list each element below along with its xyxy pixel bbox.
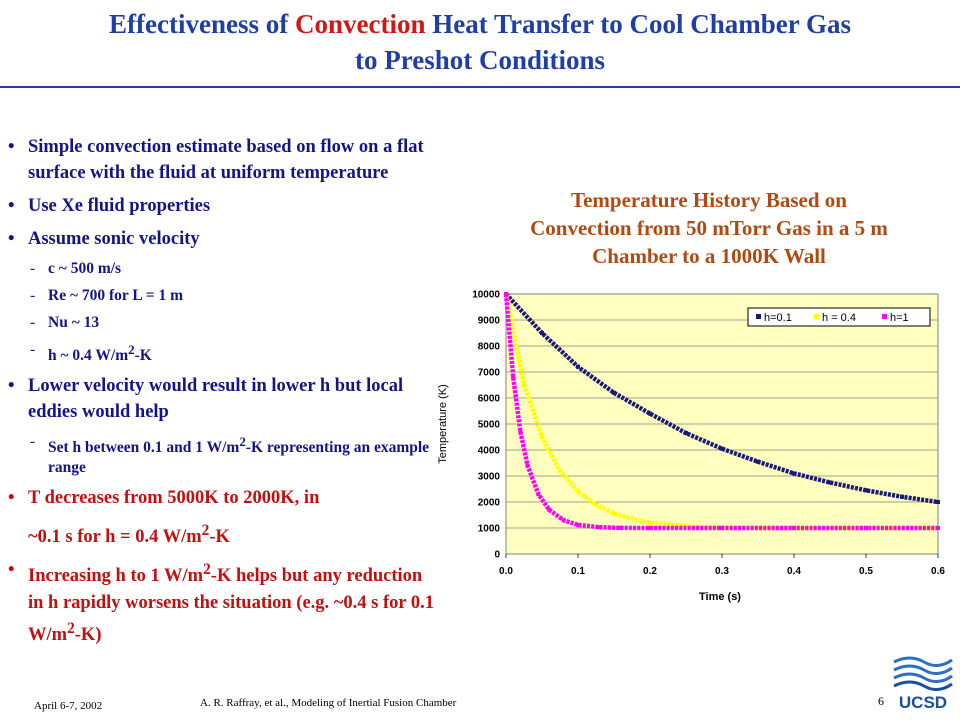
data-point xyxy=(540,331,544,335)
bullet-mark: • xyxy=(8,196,15,216)
data-point xyxy=(576,364,580,369)
data-point xyxy=(547,507,552,512)
x-tick-label: 0.3 xyxy=(715,566,729,577)
x-tick-label: 0.6 xyxy=(931,566,945,577)
bullet-mark: • xyxy=(8,488,15,509)
legend-marker xyxy=(814,314,819,319)
sub-bullet-item: -h ~ 0.4 W/m2-K xyxy=(30,341,152,365)
data-point xyxy=(684,431,688,436)
y-tick-label: 1000 xyxy=(478,524,501,535)
chart-title: Temperature History Based on Convection … xyxy=(530,188,888,268)
data-point xyxy=(536,492,541,497)
data-point xyxy=(612,390,616,395)
x-tick-label: 0.0 xyxy=(499,566,513,577)
data-point xyxy=(828,480,832,485)
data-point xyxy=(648,411,652,416)
bullet-item-continuation: ~0.1 s for h = 0.4 W/m2-K xyxy=(28,522,230,548)
data-point xyxy=(597,525,602,530)
data-point xyxy=(561,518,566,523)
x-axis-label: Time (s) xyxy=(699,591,741,603)
data-point xyxy=(936,500,940,504)
data-point xyxy=(594,502,598,507)
data-point xyxy=(525,463,530,468)
footer-date: April 6-7, 2002 xyxy=(34,700,103,712)
data-point xyxy=(576,522,580,527)
data-point xyxy=(558,468,562,473)
ucsd-logo: UCSD xyxy=(893,656,953,712)
data-point xyxy=(864,488,868,493)
bullet-item: • Simple convection estimate based on flo… xyxy=(8,134,440,186)
x-tick-label: 0.1 xyxy=(571,566,585,577)
x-tick-label: 0.2 xyxy=(643,566,657,577)
data-point xyxy=(540,435,544,439)
bullet-mark: • xyxy=(8,560,15,581)
bullet-mark: • xyxy=(8,229,15,249)
legend-label: h = 0.4 xyxy=(822,312,856,324)
data-point xyxy=(720,526,724,530)
data-point xyxy=(522,383,526,387)
title-highlight: Convection xyxy=(294,9,426,39)
legend-label: h=1 xyxy=(890,312,909,324)
grid-lines xyxy=(505,293,939,558)
title-divider xyxy=(0,86,960,88)
x-tick-label: 0.4 xyxy=(787,566,801,577)
data-point xyxy=(612,511,616,516)
y-axis-label: Temperature (K) xyxy=(437,384,449,463)
data-point xyxy=(792,471,796,476)
y-tick-label: 0 xyxy=(494,550,500,561)
data-point xyxy=(504,292,508,296)
y-tick-label: 6000 xyxy=(478,394,501,405)
series-line xyxy=(503,293,938,531)
y-tick-label: 9000 xyxy=(478,316,501,327)
y-tick-label: 5000 xyxy=(478,420,501,431)
data-point xyxy=(900,494,904,499)
data-point xyxy=(792,526,796,530)
sub-bullet-item: - Re ~ 700 for L = 1 m xyxy=(30,287,183,304)
slide-title-line2: to Preshot Conditions xyxy=(354,45,606,75)
bullet-item: • Use Xe fluid properties xyxy=(8,193,440,219)
data-point xyxy=(720,446,724,451)
legend-marker xyxy=(882,314,887,319)
bullet-list: • Simple convection estimate based on flo… xyxy=(8,134,440,655)
y-tick-label: 2000 xyxy=(478,498,501,509)
data-point xyxy=(518,429,523,434)
series-group xyxy=(503,292,940,531)
bullet-item-highlight: • T decreases from 5000K to 2000K, in xyxy=(8,485,440,511)
temperature-chart: 0 1000 2000 3000 4000 5000 6000 7000 8000 9000 100… xyxy=(437,290,945,604)
x-tick-label: 0.5 xyxy=(859,566,873,577)
slide-title: Effectiveness of Convection Heat Transfe… xyxy=(0,6,960,78)
slide-title-line1: Effectiveness of Convection Heat Transfe… xyxy=(109,9,851,39)
data-point xyxy=(648,520,652,525)
sub-bullet-item: -c ~ 500 m/s xyxy=(30,260,122,277)
y-tick-label: 3000 xyxy=(478,472,501,483)
bullet-item: • Lower velocity would result in lower h … xyxy=(8,373,440,425)
page-number: 6 xyxy=(878,694,884,708)
logo-text: UCSD xyxy=(899,693,947,712)
y-tick-label: 10000 xyxy=(472,290,500,301)
data-point xyxy=(576,489,580,494)
x-tick-labels: 0.0 0.1 0.2 0.3 0.4 0.5 0.6 xyxy=(499,566,945,577)
footer-author: A. R. Raffray, et al., Modeling of Inert… xyxy=(200,697,457,709)
sub-bullet-item: - Nu ~ 13 xyxy=(30,314,100,331)
bullet-item: • Assume sonic velocity xyxy=(8,226,440,252)
data-point xyxy=(511,375,516,380)
data-point xyxy=(648,526,652,530)
bullet-mark: • xyxy=(8,137,15,157)
sub-bullet-item: - Set h between 0.1 and 1 W/m2-K represen… xyxy=(30,433,430,477)
data-point xyxy=(756,459,760,464)
wave-icon xyxy=(893,656,953,691)
bullet-item-highlight: • Increasing h to 1 W/m2-K helps but any … xyxy=(8,557,440,647)
y-tick-label: 8000 xyxy=(478,342,501,353)
data-point xyxy=(619,525,624,530)
data-point xyxy=(936,526,940,530)
data-point xyxy=(864,526,868,530)
bullet-mark: • xyxy=(8,376,15,397)
legend: h=0.1 h = 0.4 h=1 xyxy=(747,307,931,327)
y-tick-label: 4000 xyxy=(478,446,501,457)
y-tick-label: 7000 xyxy=(478,368,501,379)
legend-marker xyxy=(756,314,761,319)
y-tick-labels: 0 1000 2000 3000 4000 5000 6000 7000 8000 9000 100… xyxy=(472,290,500,561)
series-3 xyxy=(503,292,940,531)
legend-label: h=0.1 xyxy=(764,312,792,324)
